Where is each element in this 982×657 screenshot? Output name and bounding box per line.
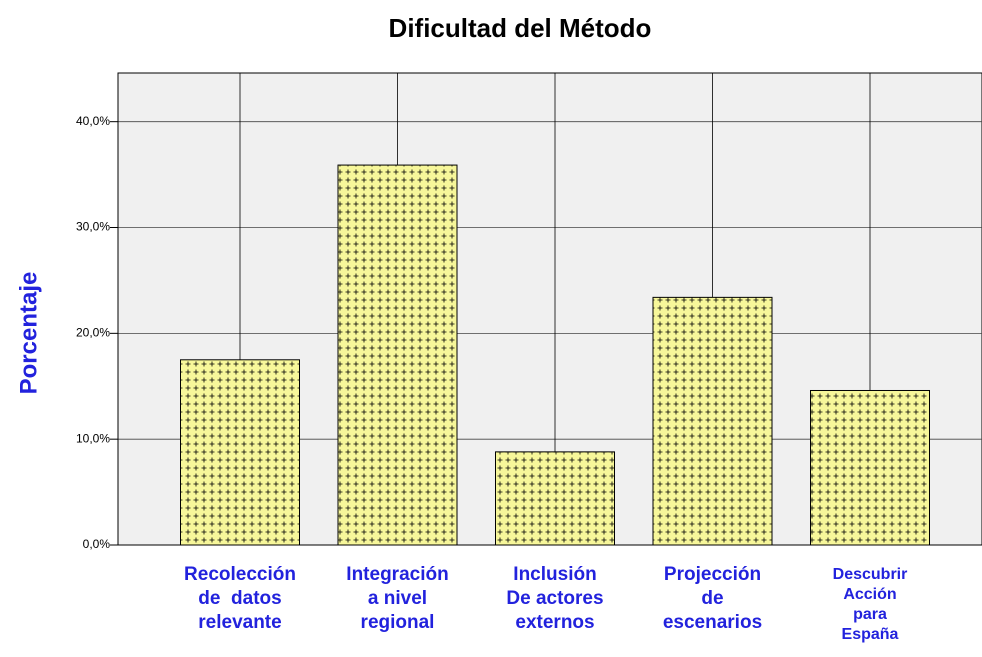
y-axis-label: Porcentaje: [15, 272, 42, 395]
x-tick-label: Inclusión De actores externos: [506, 564, 603, 633]
bar: [652, 296, 773, 546]
bar: [180, 359, 300, 546]
chart-title: Dificultad del Método: [389, 13, 652, 43]
x-tick-label: Descubrir Acción para España: [833, 566, 908, 643]
y-tick-label: 0,0%: [83, 537, 111, 551]
y-tick-label: 30,0%: [76, 220, 110, 234]
bar: [337, 164, 458, 546]
y-tick-label: 10,0%: [76, 431, 110, 445]
x-tick-label: Projección de escenarios: [663, 564, 762, 633]
y-tick-label: 40,0%: [76, 114, 110, 128]
bar: [495, 451, 615, 546]
bar: [810, 389, 930, 546]
x-tick-label: Recolección de datos relevante: [184, 564, 296, 633]
x-tick-label: Integración a nivel regional: [346, 564, 448, 633]
y-tick-label: 20,0%: [76, 326, 110, 340]
